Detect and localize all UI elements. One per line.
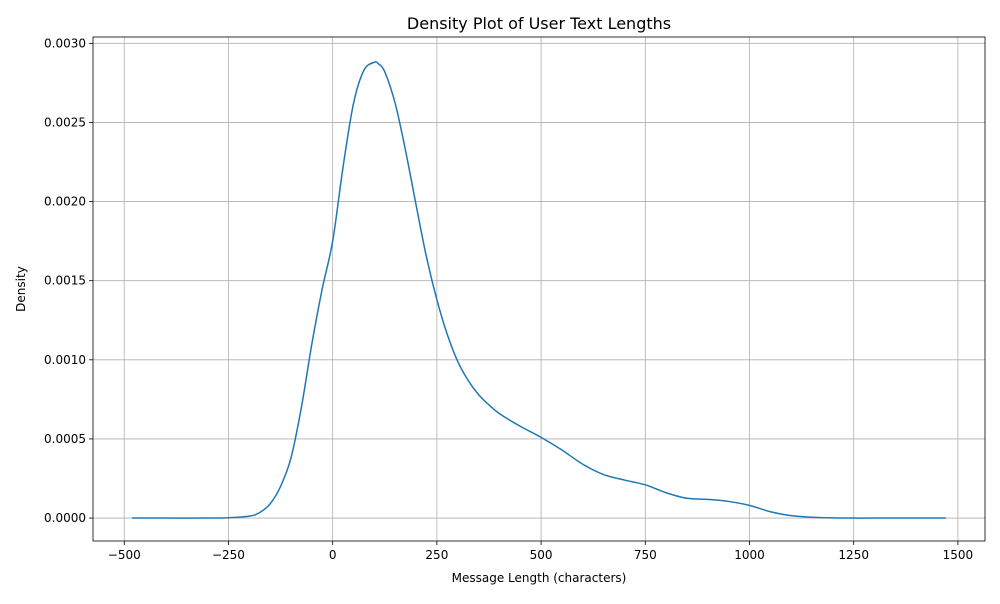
x-tick-label: −500 bbox=[108, 548, 141, 562]
x-tick-label: 750 bbox=[634, 548, 657, 562]
axis-ticks: −500 −250 0 250 500 750 1000 1250 1500 0.0000 0.00… bbox=[44, 36, 973, 562]
y-tick-label: 0.0005 bbox=[44, 432, 86, 446]
y-tick-label: 0.0015 bbox=[44, 274, 86, 288]
x-tick-label: 500 bbox=[530, 548, 553, 562]
x-tick-label: −250 bbox=[212, 548, 245, 562]
density-line bbox=[131, 61, 947, 519]
x-tick-label: 250 bbox=[425, 548, 448, 562]
y-tick-label: 0.0030 bbox=[44, 36, 86, 50]
grid bbox=[93, 37, 985, 541]
x-tick-label: 1250 bbox=[838, 548, 869, 562]
y-tick-label: 0.0025 bbox=[44, 115, 86, 129]
x-tick-label: 1500 bbox=[943, 548, 974, 562]
x-tick-label: 1000 bbox=[734, 548, 765, 562]
y-axis-label: Density bbox=[14, 266, 28, 312]
plot-frame bbox=[92, 36, 986, 542]
x-tick-label: 0 bbox=[329, 548, 337, 562]
y-tick-label: 0.0020 bbox=[44, 195, 86, 209]
x-axis-label: Message Length (characters) bbox=[452, 571, 627, 585]
y-tick-label: 0.0000 bbox=[44, 511, 86, 525]
y-tick-label: 0.0010 bbox=[44, 353, 86, 367]
chart-title: Density Plot of User Text Lengths bbox=[407, 14, 671, 33]
